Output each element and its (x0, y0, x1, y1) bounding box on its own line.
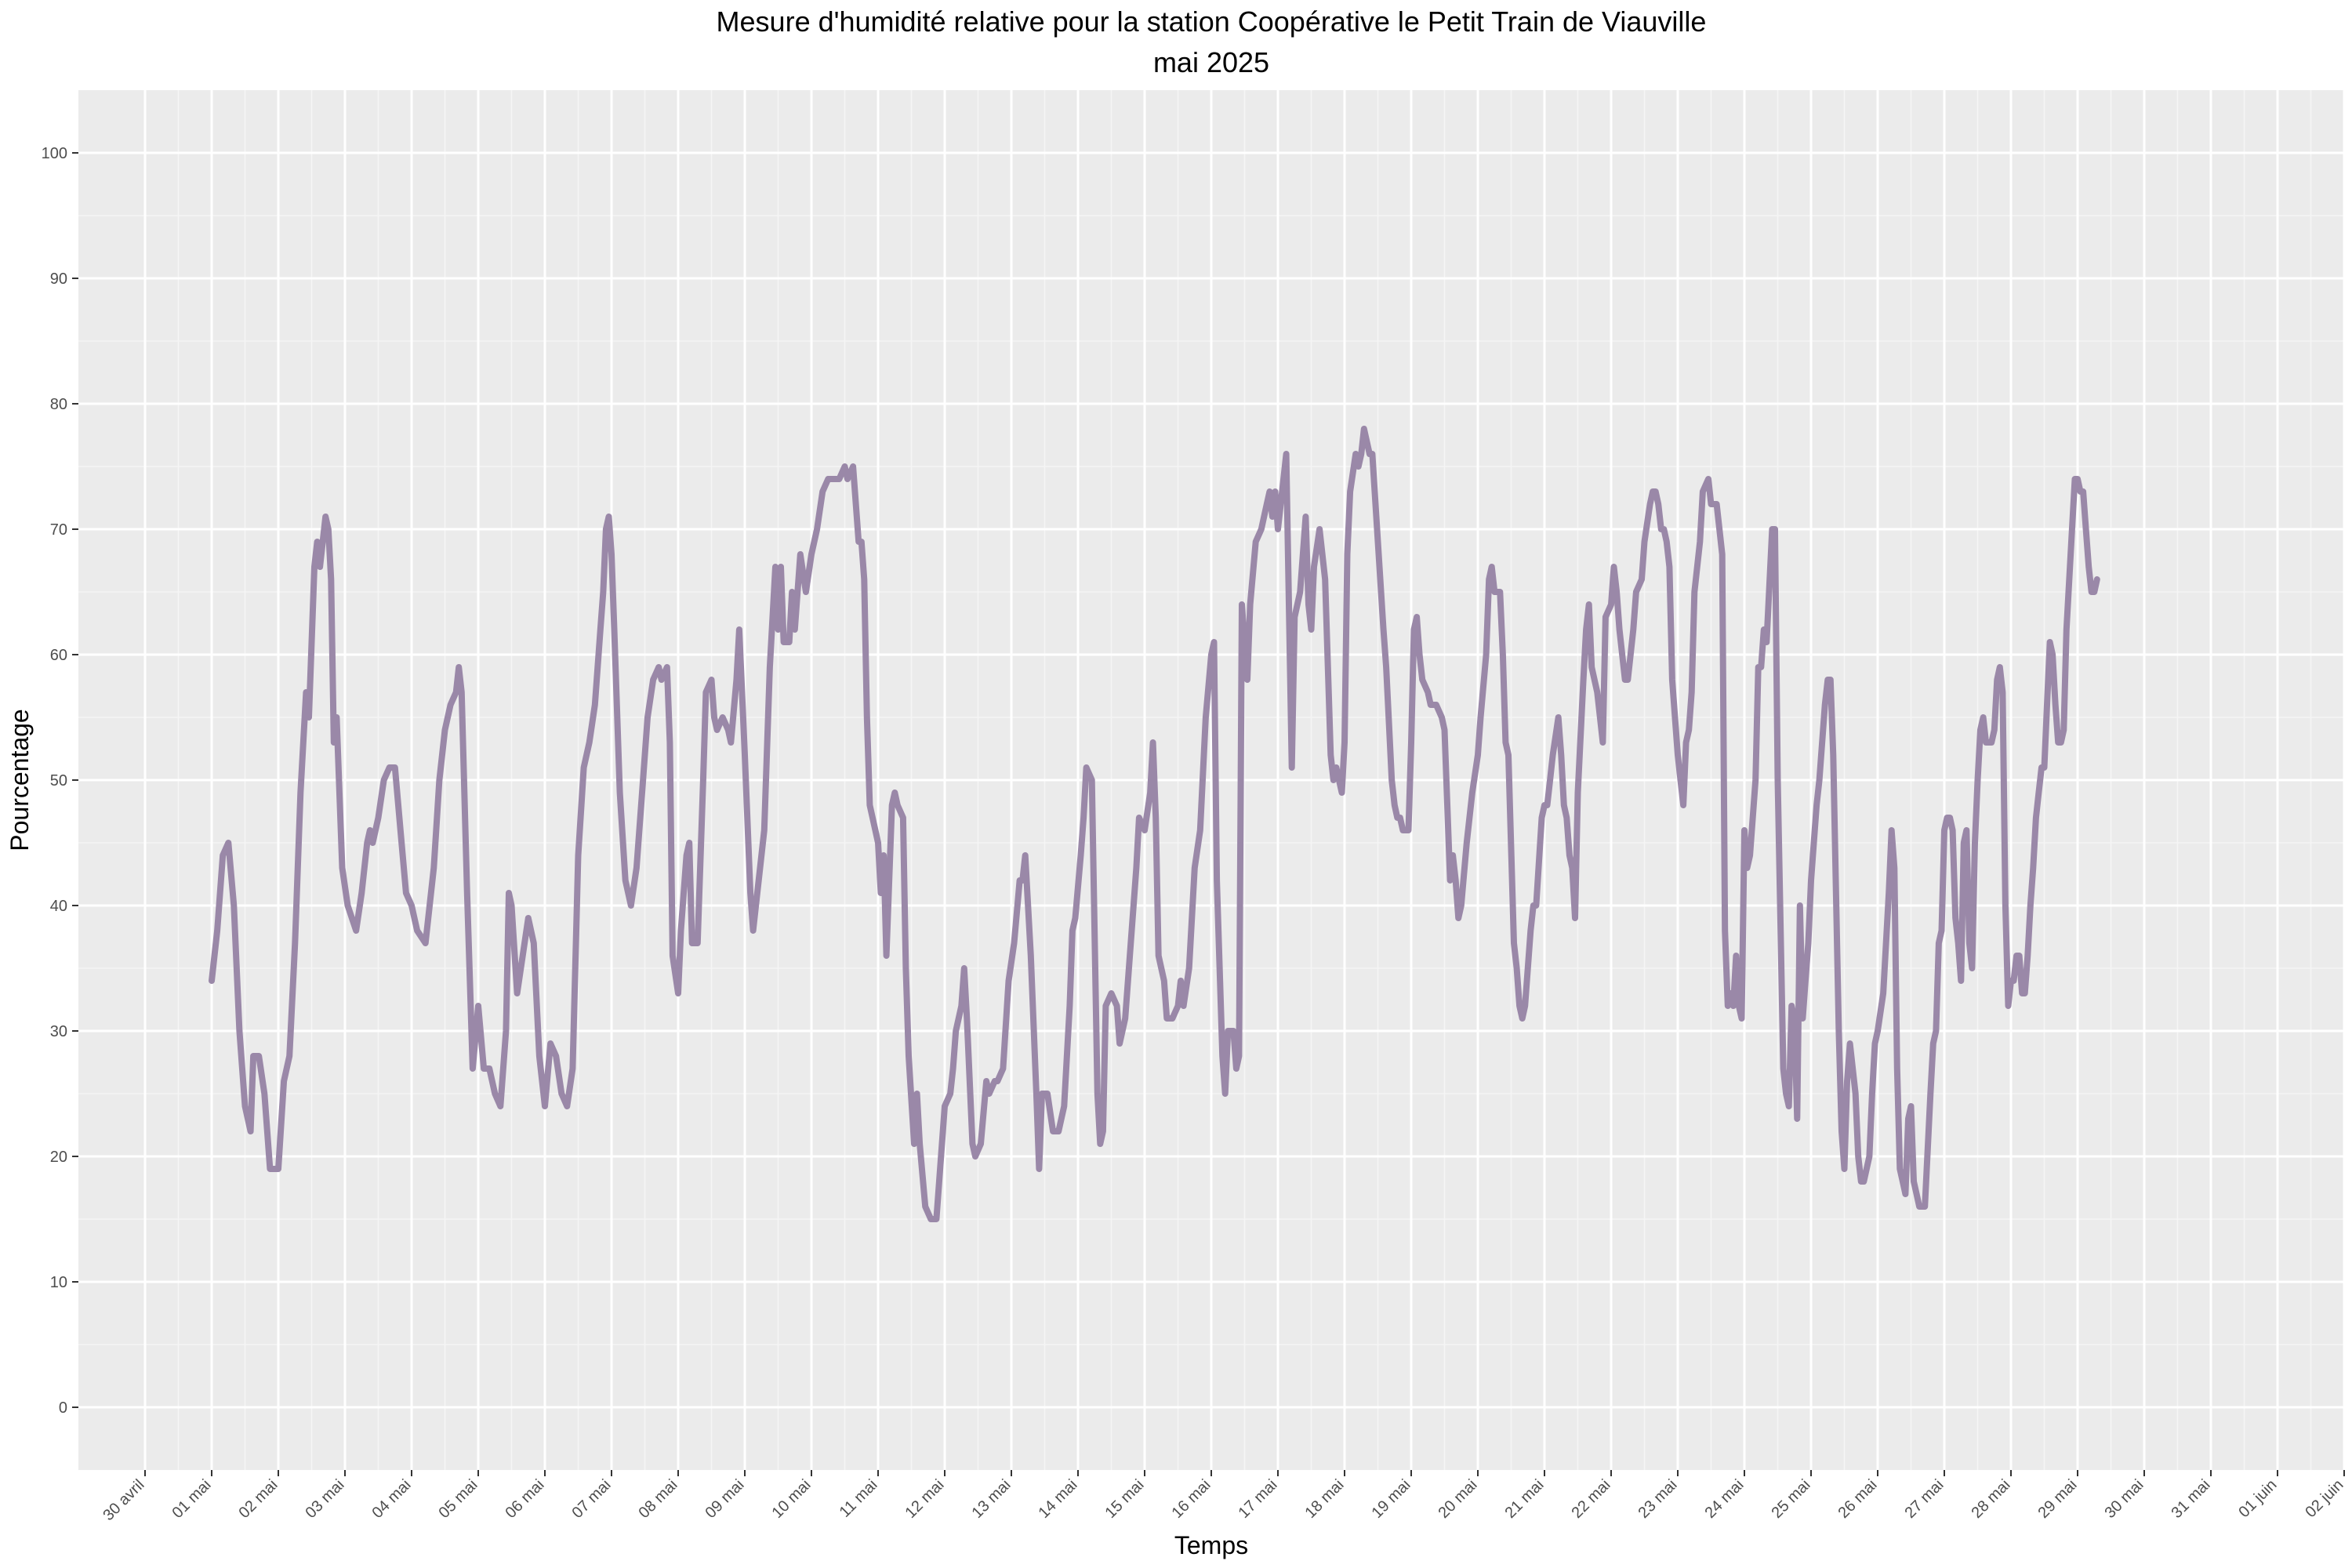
y-tick-label: 10 (50, 1274, 67, 1291)
y-axis: 0 10 20 30 40 50 60 70 80 90 100 (42, 145, 78, 1417)
y-tick-label: 80 (50, 396, 67, 413)
series-line-0 (209, 426, 2100, 1222)
chart-title: Mesure d'humidité relative pour la stati… (717, 5, 1707, 38)
x-tick-label: 19 mai (1369, 1476, 1414, 1522)
y-tick-label: 60 (50, 647, 67, 664)
x-tick-label: 07 mai (569, 1476, 615, 1522)
x-tick-label: 20 mai (1436, 1476, 1481, 1522)
y-tick-label: 0 (59, 1399, 67, 1417)
x-tick-label: 09 mai (702, 1476, 748, 1522)
x-tick-label: 28 mai (1969, 1476, 2014, 1522)
grid-major-lines (78, 90, 2346, 1470)
y-tick-label: 30 (50, 1023, 67, 1040)
y-tick-label: 100 (42, 145, 67, 162)
x-tick-label: 06 mai (503, 1476, 548, 1522)
x-tick-label: 02 juin (2302, 1476, 2347, 1521)
y-tick-label: 50 (50, 772, 67, 789)
x-tick-label: 30 avril (100, 1476, 147, 1524)
x-tick-label: 04 mai (369, 1476, 415, 1522)
x-tick-label: 22 mai (1569, 1476, 1614, 1522)
x-axis-title: Temps (1174, 1531, 1248, 1559)
x-tick-label: 12 mai (902, 1476, 948, 1522)
x-tick-label: 10 mai (769, 1476, 815, 1522)
x-tick-label: 29 mai (2035, 1476, 2081, 1522)
x-tick-label: 01 juin (2235, 1476, 2280, 1521)
x-tick-label: 27 mai (1902, 1476, 1947, 1522)
y-tick-label: 40 (50, 898, 67, 915)
x-axis: 30 avril 01 mai 02 mai 03 mai 04 mai 05 mai 06… (100, 1470, 2347, 1524)
chart-subtitle: mai 2025 (1153, 46, 1269, 78)
x-tick-label: 11 mai (837, 1476, 881, 1521)
series-layer (209, 426, 2100, 1222)
x-tick-label: 18 mai (1302, 1476, 1348, 1522)
x-tick-label: 17 mai (1236, 1476, 1281, 1522)
x-tick-label: 05 mai (436, 1476, 481, 1522)
x-tick-label: 13 mai (969, 1476, 1014, 1522)
x-tick-label: 01 mai (169, 1476, 215, 1522)
x-tick-label: 25 mai (1769, 1476, 1814, 1522)
x-tick-label: 14 mai (1036, 1476, 1081, 1522)
x-tick-label: 30 mai (2102, 1476, 2147, 1522)
x-tick-label: 26 mai (1835, 1476, 1881, 1522)
x-tick-label: 23 mai (1635, 1476, 1681, 1522)
x-tick-label: 24 mai (1702, 1476, 1748, 1522)
y-tick-label: 20 (50, 1149, 67, 1166)
y-tick-label: 90 (50, 270, 67, 288)
x-tick-label: 16 mai (1169, 1476, 1214, 1522)
y-axis-title: Pourcentage (5, 709, 34, 851)
x-tick-label: 15 mai (1102, 1476, 1148, 1522)
x-tick-label: 21 mai (1502, 1476, 1548, 1522)
x-tick-label: 03 mai (303, 1476, 348, 1522)
x-tick-label: 08 mai (636, 1476, 681, 1522)
x-tick-label: 02 mai (236, 1476, 281, 1522)
x-tick-label: 31 mai (2169, 1476, 2214, 1522)
y-tick-label: 70 (50, 521, 67, 539)
